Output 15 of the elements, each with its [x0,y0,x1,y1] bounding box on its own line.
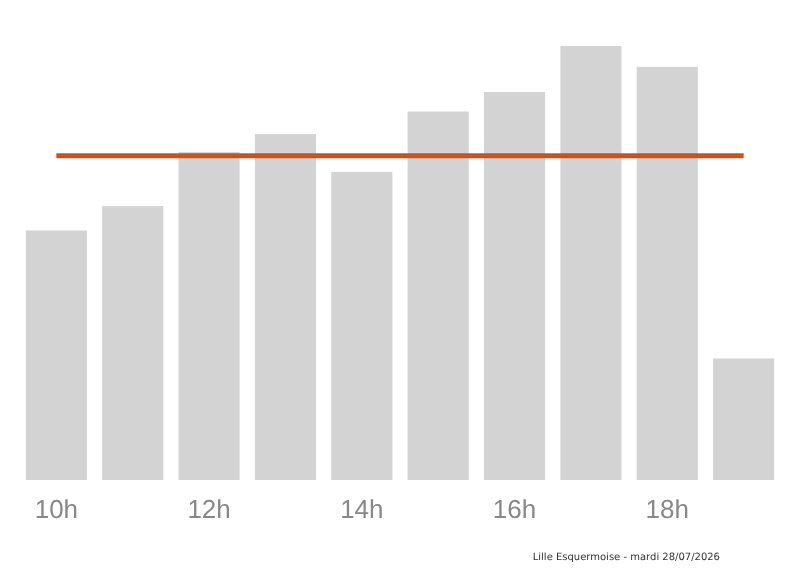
bar [713,358,775,480]
bar [102,206,164,480]
x-tick-label: 10h [34,494,79,525]
bar [331,171,393,480]
x-tick-label: 16h [492,494,537,525]
x-tick-label: 12h [187,494,231,525]
bar [484,92,546,480]
bar [25,230,87,480]
x-tick-label: 14h [340,494,384,525]
bar [560,46,622,480]
bar [254,134,316,480]
bar [636,66,698,480]
bar [178,151,240,480]
x-tick-label: 18h [645,494,689,525]
bar [407,111,469,480]
